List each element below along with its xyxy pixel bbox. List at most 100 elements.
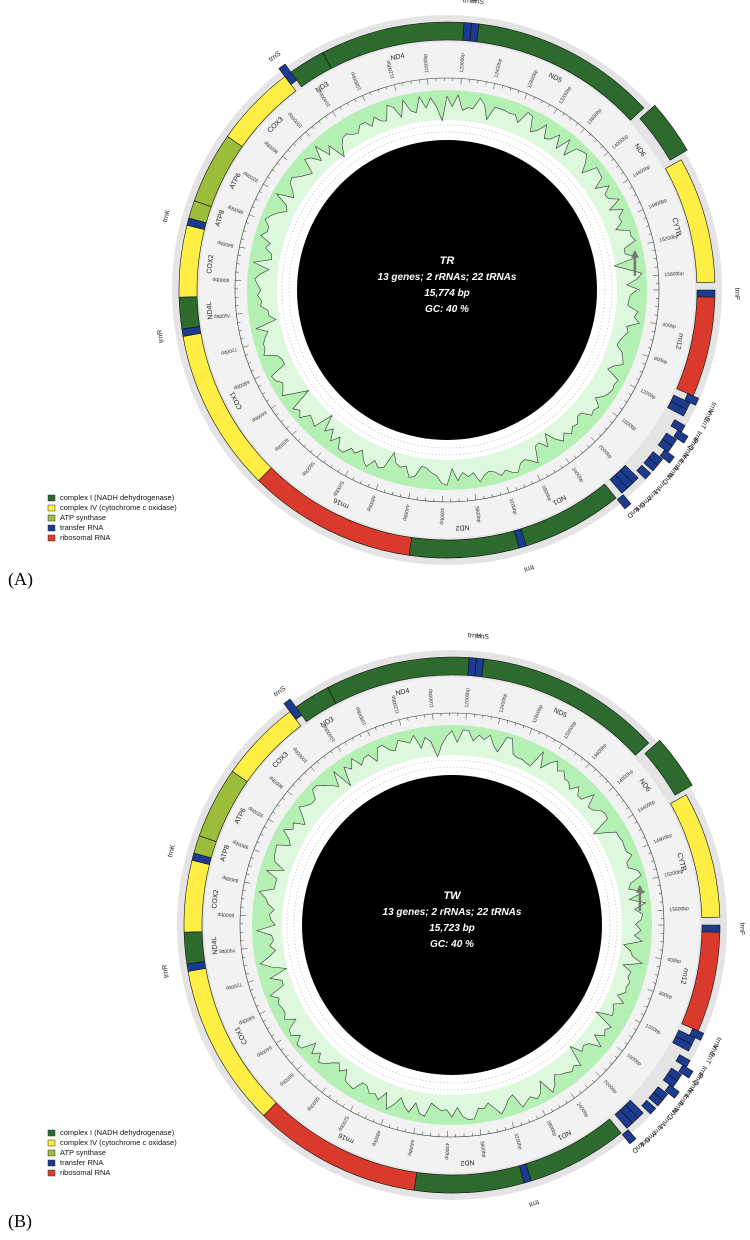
tick-mark — [408, 492, 410, 499]
tick-mark — [241, 948, 248, 950]
tick-label: 4800bp — [370, 1129, 381, 1147]
tick-label: 3600bp — [478, 1141, 486, 1159]
tick-mark — [647, 998, 651, 1000]
tick-mark — [360, 480, 362, 484]
tick-label: 4400bp — [401, 504, 410, 522]
tick-mark — [267, 176, 271, 179]
tick-mark — [346, 102, 349, 106]
tick-mark — [651, 860, 655, 862]
tick-mark — [575, 123, 579, 126]
gene-trna — [659, 449, 675, 464]
legend-label: complex I (NADH dehydrogenase) — [60, 1128, 175, 1137]
tick-mark — [256, 1004, 260, 1007]
legend-swatch — [47, 1139, 56, 1147]
tick-mark — [501, 85, 504, 89]
tick-mark — [250, 857, 254, 859]
tick-mark — [328, 1094, 331, 1098]
tick-mark — [655, 974, 659, 976]
tick-mark — [634, 821, 638, 824]
tick-mark — [410, 81, 412, 85]
gene-label: CYTB — [675, 852, 687, 872]
gene-label: ND2 — [460, 1158, 475, 1166]
direction-arrow-head — [630, 249, 639, 258]
tick-mark — [375, 484, 379, 490]
tick-mark — [316, 452, 321, 458]
tick-mark — [488, 1130, 490, 1134]
tick-label: 15200bp — [664, 869, 685, 879]
tick-label: 11200bp — [390, 694, 401, 714]
tick-mark — [382, 724, 385, 728]
gene-label: ND4L — [206, 301, 215, 320]
tick-label: 12000bp — [464, 688, 471, 708]
gene-trnl — [609, 474, 628, 494]
tick-label: 11200bp — [385, 59, 396, 79]
tick-mark — [558, 743, 563, 750]
gene-label: trnS — [273, 685, 288, 698]
gene-label: COX2 — [211, 889, 220, 909]
legend-label: complex IV (cytochrome c oxidase) — [60, 503, 177, 512]
gene-trnl — [662, 1073, 678, 1088]
gene-trnt — [667, 401, 688, 417]
tick-mark — [569, 117, 572, 121]
tick-mark — [633, 194, 637, 197]
center-line3: 15,723 bp — [429, 923, 475, 934]
tick-label: 15200bp — [659, 234, 680, 244]
tick-mark — [585, 1085, 588, 1089]
tick-mark — [574, 752, 577, 756]
legend-swatch — [47, 504, 56, 512]
tick-mark — [365, 1115, 367, 1119]
tick-label: 800bp — [658, 991, 673, 1001]
tick-mark — [599, 774, 602, 778]
tick-mark — [377, 89, 380, 93]
gene-cytb — [665, 159, 716, 283]
legend-swatch — [47, 1129, 56, 1137]
tick-mark — [629, 186, 633, 189]
panel-a-label: (A) — [8, 569, 33, 590]
tick-mark — [332, 111, 337, 117]
tick-mark — [345, 470, 349, 477]
tick-mark — [580, 450, 583, 454]
tick-mark — [245, 354, 249, 356]
gene-nd6 — [644, 739, 693, 796]
tick-mark — [256, 841, 260, 844]
tick-mark — [270, 404, 277, 409]
center-line4: GC: 40 % — [425, 304, 469, 315]
tick-mark — [515, 487, 518, 491]
tick-mark — [299, 137, 302, 140]
center-disk — [302, 775, 602, 1075]
tick-mark — [291, 1061, 294, 1064]
tick-mark — [647, 347, 651, 349]
center-name: TR — [440, 255, 455, 267]
ref-circle-inner — [293, 766, 611, 1084]
tick-mark — [310, 766, 315, 772]
tick-mark — [652, 876, 659, 879]
gene-trnl — [657, 438, 673, 453]
tick-mark — [243, 230, 247, 232]
center-name: TW — [443, 890, 462, 902]
tick-mark — [590, 437, 596, 442]
legend-swatch — [47, 494, 56, 502]
gene-nd6 — [639, 104, 688, 161]
tick-mark — [394, 84, 397, 91]
tick-mark — [263, 1019, 267, 1022]
tick-mark — [330, 464, 333, 468]
gene-trnc — [648, 1091, 664, 1107]
gene-label: ND4L — [211, 936, 220, 955]
tick-mark — [236, 313, 243, 315]
tick-mark — [350, 1105, 354, 1112]
tick-label: 12000bp — [459, 53, 466, 73]
tick-label: 8000bp — [217, 911, 234, 918]
tick-label: 7200bp — [225, 981, 243, 991]
tick-mark — [551, 1108, 553, 1112]
tick-mark — [536, 1116, 538, 1120]
tick-mark — [479, 1129, 482, 1136]
tick-mark — [650, 339, 654, 341]
tick-mark — [267, 1027, 270, 1030]
tick-mark — [504, 1127, 506, 1131]
tick-mark — [565, 1100, 568, 1104]
tick-mark — [656, 966, 660, 968]
tick-mark — [553, 469, 556, 473]
tick-mark — [496, 1129, 498, 1133]
tick-mark — [593, 768, 596, 772]
tick-mark — [359, 734, 362, 737]
